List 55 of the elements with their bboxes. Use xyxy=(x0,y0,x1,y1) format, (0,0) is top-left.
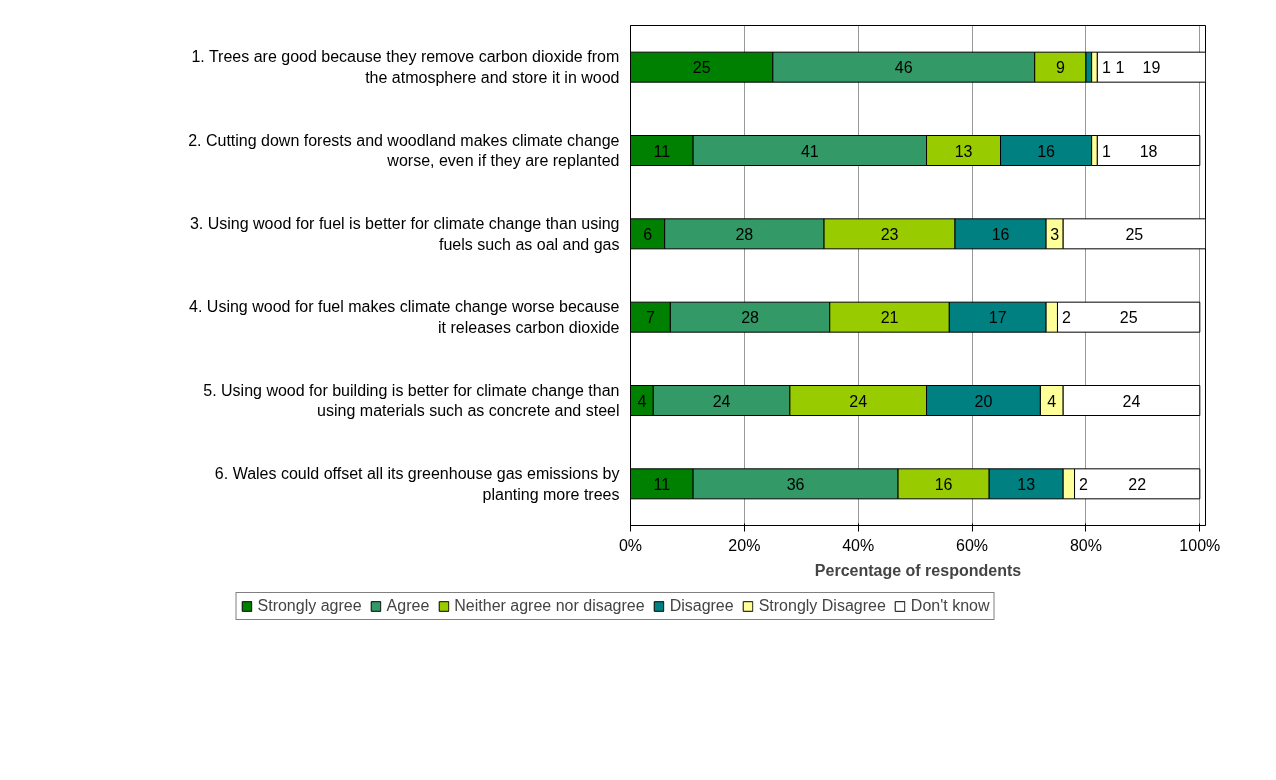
data-label: 41 xyxy=(800,142,819,160)
x-tick-label: 40% xyxy=(842,536,875,554)
data-label: 25 xyxy=(1125,225,1144,243)
data-label: 2 xyxy=(1079,475,1089,493)
data-label: 1 xyxy=(1101,59,1111,77)
data-label: 28 xyxy=(741,309,760,327)
data-label: 19 xyxy=(1142,59,1161,77)
data-label: 16 xyxy=(934,475,953,493)
data-label: 13 xyxy=(954,142,973,160)
data-label: 16 xyxy=(1037,142,1056,160)
legend-label: Disagree xyxy=(669,597,734,615)
data-label: 7 xyxy=(645,309,655,327)
data-label: 21 xyxy=(880,309,899,327)
x-tick-label: 20% xyxy=(728,536,761,554)
legend-label: Strongly agree xyxy=(257,597,362,615)
y-tick-label: 5. Using wood for building is better for climate change than using materials such as concrete and steel xyxy=(203,381,620,420)
data-label: 22 xyxy=(1128,475,1147,493)
data-label: 1 xyxy=(1115,59,1125,77)
data-label: 23 xyxy=(880,225,899,243)
data-label: 11 xyxy=(653,475,671,493)
y-tick-label: 4. Using wood for fuel makes climate change worse because it releases carbon dioxide xyxy=(189,298,620,336)
data-label: 6 xyxy=(643,225,653,243)
x-tick-label: 100% xyxy=(1179,536,1221,554)
legend-label: Don't know xyxy=(910,597,990,615)
legend-label: Neither agree nor disagree xyxy=(454,597,645,615)
data-label: 17 xyxy=(988,309,1007,327)
y-tick-label: 3. Using wood for fuel is better for climate change than using fuels such as oal and gas xyxy=(189,215,620,253)
y-tick-label: 6. Wales could offset all its greenhouse gas emissions by planting more trees xyxy=(214,465,620,503)
data-label: 24 xyxy=(1122,392,1141,410)
data-label: 24 xyxy=(849,392,868,410)
x-tick-label: 60% xyxy=(956,536,989,554)
data-label: 25 xyxy=(1119,309,1138,327)
data-label: 2 xyxy=(1062,309,1072,327)
data-label: 11 xyxy=(653,142,671,160)
data-label: 25 xyxy=(692,59,711,77)
data-label: 24 xyxy=(712,392,731,410)
data-label: 3 xyxy=(1050,225,1060,243)
data-label: 9 xyxy=(1055,59,1065,77)
data-label: 16 xyxy=(991,225,1010,243)
data-label: 13 xyxy=(1017,475,1036,493)
legend-label: Strongly Disagree xyxy=(758,597,886,615)
data-label: 1 xyxy=(1101,142,1111,160)
y-tick-label: 2. Cutting down forests and woodland makes climate change worse, even if they are replanted xyxy=(188,131,620,170)
data-label: 36 xyxy=(786,475,805,493)
x-tick-label: 80% xyxy=(1069,536,1102,554)
x-tick-label: 0% xyxy=(618,536,643,554)
legend-label: Agree xyxy=(386,597,430,615)
data-label: 18 xyxy=(1139,142,1158,160)
x-axis-title: Percentage of respondents xyxy=(814,561,1022,579)
data-label: 46 xyxy=(894,59,913,77)
y-tick-label: 1. Trees are good because they remove carbon dioxide from the atmosphere and store it in wood xyxy=(191,48,620,86)
data-label: 4 xyxy=(1047,392,1057,410)
data-label: 4 xyxy=(637,392,647,410)
data-label: 28 xyxy=(735,225,754,243)
data-label: 20 xyxy=(974,392,993,410)
